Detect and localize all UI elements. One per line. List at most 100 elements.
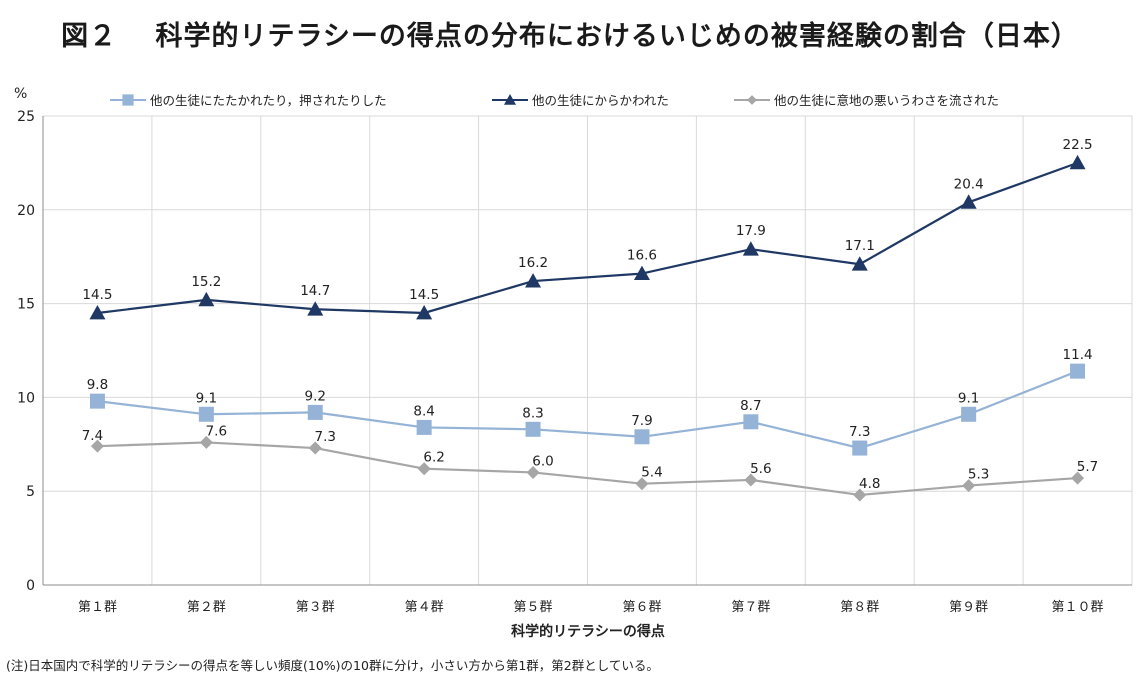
x-tick-label: 第８群 — [840, 600, 879, 615]
data-point-marker — [960, 194, 977, 209]
x-tick-label: 第７群 — [731, 600, 770, 615]
data-label: 7.4 — [82, 428, 103, 444]
data-point-marker — [525, 421, 541, 437]
y-tick-label: 15 — [17, 297, 35, 313]
x-axis-title: 科学的リテラシーの得点 — [511, 623, 665, 640]
data-point-marker — [743, 414, 759, 430]
data-point-marker — [89, 393, 105, 409]
data-point-marker — [634, 429, 650, 445]
legend-marker — [504, 94, 516, 105]
axes — [42, 116, 1132, 586]
series-triangle: 14.5 15.2 14.7 14.5 16.2 16.6 17.9 17.1 20.4 22.5 — [82, 137, 1093, 320]
data-label: 14.7 — [300, 283, 330, 299]
data-point-marker — [851, 256, 868, 271]
legend-marker — [747, 95, 757, 105]
x-tick-label: 第５群 — [514, 600, 553, 615]
data-point-marker — [416, 304, 433, 320]
data-label: 17.1 — [845, 238, 875, 254]
x-tick-label: 第３群 — [296, 600, 335, 615]
data-label: 4.8 — [859, 476, 880, 492]
data-label: 7.9 — [631, 413, 652, 429]
y-tick-label: 25 — [17, 109, 35, 125]
data-point-marker — [635, 477, 649, 491]
y-tick-label: 10 — [17, 390, 35, 406]
data-point-marker — [1071, 471, 1085, 485]
data-point-marker — [853, 488, 867, 502]
data-label: 16.2 — [518, 255, 548, 271]
data-label: 15.2 — [191, 274, 221, 290]
x-tick-label: 第２群 — [187, 600, 226, 615]
x-tick-label: 第４群 — [405, 600, 444, 615]
data-label: 9.2 — [305, 388, 326, 404]
legend-item: 他の生徒にたたかれたり，押されたりした — [110, 93, 387, 108]
x-axis-tick-labels: 第１群 第２群 第３群 第４群 第５群 第６群 第７群 第８群 第９群 第１０群 — [78, 600, 1104, 615]
data-label: 9.8 — [87, 377, 108, 393]
series-square: 9.8 9.1 9.2 8.4 8.3 7.9 8.7 7.3 9.1 11.4 — [87, 347, 1093, 456]
data-point-marker — [307, 404, 323, 420]
data-label: 7.3 — [315, 429, 336, 445]
legend-marker — [122, 94, 134, 106]
x-tick-label: 第６群 — [622, 600, 661, 615]
series-line — [97, 370, 1078, 450]
data-point-marker — [742, 241, 759, 256]
data-point-marker — [525, 273, 542, 288]
data-label: 7.3 — [849, 424, 870, 440]
data-label: 8.4 — [413, 403, 434, 419]
data-label: 8.7 — [740, 398, 761, 414]
x-tick-label: 第９群 — [949, 600, 988, 615]
series-group: 9.89.1 9.28.4 8.3 7.98.77.39.111.414.515.21… — [82, 137, 1098, 502]
legend: 他の生徒にたたかれたり，押されたりした 他の生徒にからかわれた 他の生徒に意地の悪い… — [110, 93, 999, 108]
data-label: 11.4 — [1063, 347, 1093, 363]
data-point-marker — [526, 465, 540, 479]
series-line — [97, 161, 1078, 315]
data-label: 5.7 — [1077, 459, 1098, 475]
data-point-marker — [417, 462, 431, 476]
chart-title: 図２ 科学的リテラシーの得点の分布におけるいじめの被害経験の割合（日本） — [61, 21, 1079, 52]
data-point-marker — [307, 301, 324, 316]
legend-item: 他の生徒に意地の悪いうわさを流された — [734, 93, 999, 108]
y-tick-label: 20 — [17, 203, 35, 219]
x-tick-label: 第１群 — [78, 600, 117, 615]
data-label: 5.6 — [750, 461, 771, 477]
data-label: 5.4 — [641, 465, 662, 481]
data-label: 6.0 — [532, 453, 553, 469]
data-point-marker — [1070, 363, 1086, 379]
data-label: 9.1 — [958, 390, 979, 406]
data-label: 5.3 — [968, 467, 989, 483]
data-point-marker — [633, 265, 650, 280]
data-point-marker — [1069, 154, 1086, 170]
data-point-marker — [308, 441, 322, 455]
data-label: 7.6 — [206, 423, 227, 439]
data-label: 22.5 — [1063, 137, 1093, 153]
data-point-marker — [744, 473, 758, 487]
footnote: (注)日本国内で科学的リテラシーの得点を等しい頻度(10%)の10群に分け，小さ… — [6, 658, 659, 673]
data-point-marker — [416, 419, 432, 435]
series-diamond: 7.4 7.6 7.3 6.2 6.0 5.4 5.6 4.8 5.3 5.7 — [82, 423, 1098, 502]
data-point-marker — [198, 291, 215, 307]
data-point-marker — [198, 406, 214, 422]
data-label: 8.3 — [522, 405, 543, 421]
legend-label: 他の生徒に意地の悪いうわさを流された — [774, 93, 999, 108]
data-point-marker — [89, 304, 106, 320]
data-point-marker — [90, 439, 104, 453]
data-label: 6.2 — [423, 450, 444, 466]
series-line — [97, 441, 1078, 497]
data-label: 17.9 — [736, 223, 766, 239]
data-label: 14.5 — [82, 287, 112, 303]
data-label: 14.5 — [409, 287, 439, 303]
y-axis-unit-label: % — [14, 86, 27, 102]
gridlines — [42, 115, 1133, 585]
y-tick-label: 5 — [26, 484, 35, 500]
data-point-marker — [962, 479, 976, 493]
data-point-marker — [852, 440, 868, 456]
data-label: 20.4 — [954, 176, 984, 192]
data-label: 9.1 — [196, 390, 217, 406]
y-axis-tick-labels: 0 5 10 15 20 25 — [17, 109, 35, 594]
x-tick-label: 第１０群 — [1052, 600, 1104, 615]
legend-label: 他の生徒にたたかれたり，押されたりした — [150, 93, 387, 108]
data-label: 16.6 — [627, 248, 657, 264]
legend-item: 他の生徒にからかわれた — [492, 93, 669, 108]
data-point-marker — [199, 435, 213, 449]
y-tick-label: 0 — [26, 578, 35, 594]
